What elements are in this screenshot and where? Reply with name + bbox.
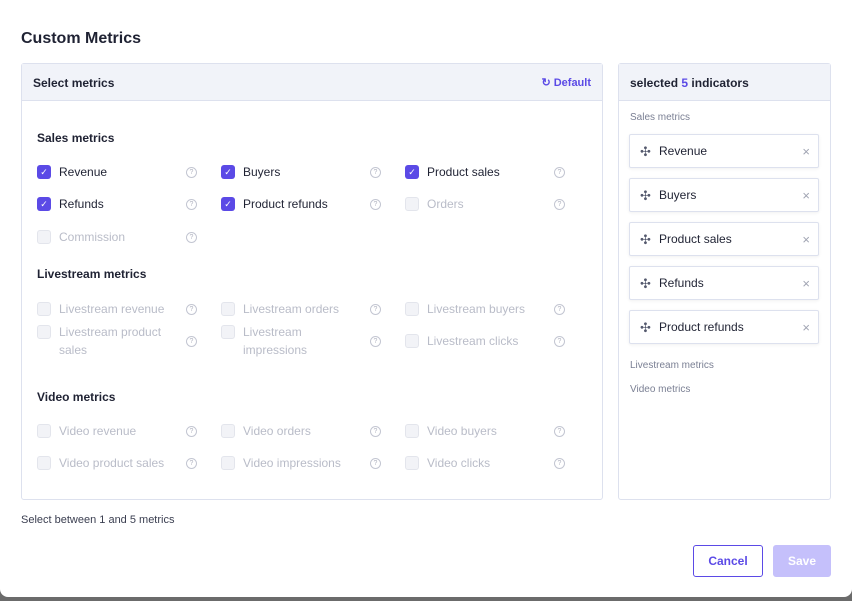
help-icon[interactable]: ?	[186, 232, 197, 243]
group-title: Livestream metrics	[630, 360, 714, 371]
checkbox	[221, 456, 235, 470]
help-icon[interactable]: ?	[370, 426, 381, 437]
checkbox[interactable]: ✓	[37, 197, 51, 211]
help-icon[interactable]: ?	[554, 199, 565, 210]
checkbox	[405, 334, 419, 348]
metric-label: Product refunds	[243, 197, 328, 211]
drag-handle-icon[interactable]: ✣	[640, 144, 651, 159]
help-icon[interactable]: ?	[186, 458, 197, 469]
checkbox[interactable]: ✓	[221, 197, 235, 211]
default-button[interactable]: ↻ Default	[541, 76, 591, 89]
section-title: Video metrics	[37, 390, 116, 404]
refresh-icon: ↻	[541, 77, 551, 89]
checkbox[interactable]: ✓	[405, 165, 419, 179]
selected-count: 5	[681, 76, 689, 90]
selected-metric-chip[interactable]: ✣ Revenue ×	[629, 134, 819, 168]
help-icon[interactable]: ?	[370, 458, 381, 469]
checkbox	[37, 456, 51, 470]
metric-label: Refunds	[59, 197, 104, 211]
metric-label: Livestream buyers	[427, 302, 526, 316]
help-icon[interactable]: ?	[186, 426, 197, 437]
checkbox	[221, 302, 235, 316]
help-icon[interactable]: ?	[554, 167, 565, 178]
metric-label: Video impressions	[243, 456, 341, 470]
select-metrics-header: Select metrics	[22, 64, 602, 101]
dialog-title: Custom Metrics	[21, 30, 142, 47]
chip-label: Product refunds	[659, 320, 744, 334]
chip-label: Buyers	[659, 188, 697, 202]
help-icon[interactable]: ?	[186, 336, 197, 347]
checkbox[interactable]: ✓	[221, 165, 235, 179]
selection-hint: Select between 1 and 5 metrics	[21, 514, 175, 526]
metric-label: Orders	[427, 197, 464, 211]
chip-label: Product sales	[659, 232, 732, 246]
metric-label: Video clicks	[427, 456, 491, 470]
metric-label: Livestream orders	[243, 302, 340, 316]
checkbox	[405, 456, 419, 470]
help-icon[interactable]: ?	[186, 167, 197, 178]
checkbox	[405, 197, 419, 211]
metric-label: Livestream clicks	[427, 334, 519, 348]
checkbox	[405, 302, 419, 316]
remove-icon[interactable]: ×	[802, 188, 810, 203]
default-label: Default	[553, 77, 591, 89]
help-icon[interactable]: ?	[554, 426, 565, 437]
metric-label: Video buyers	[427, 424, 497, 438]
metric-label: Video orders	[243, 424, 311, 438]
help-icon[interactable]: ?	[186, 304, 197, 315]
checkbox	[221, 424, 235, 438]
selected-metric-chip[interactable]: ✣ Buyers ×	[629, 178, 819, 212]
metric-label: Livestream revenue	[59, 302, 165, 316]
metric-label: Product sales	[427, 165, 500, 179]
checkbox	[221, 325, 235, 339]
drag-handle-icon[interactable]: ✣	[640, 188, 651, 203]
save-button[interactable]: Save	[773, 545, 831, 577]
remove-icon[interactable]: ×	[802, 144, 810, 159]
selected-metric-chip[interactable]: ✣ Product sales ×	[629, 222, 819, 256]
metric-label: Livestream product sales	[59, 325, 162, 357]
select-metrics-panel: Select metrics ↻ Default Sales metrics ✓ R…	[21, 63, 603, 500]
group-title: Video metrics	[630, 384, 691, 395]
metric-label: Commission	[59, 230, 126, 244]
header-prefix: selected	[630, 76, 679, 90]
chip-label: Revenue	[659, 144, 708, 158]
chip-label: Refunds	[659, 276, 704, 290]
checkbox	[37, 325, 51, 339]
remove-icon[interactable]: ×	[802, 320, 810, 335]
drag-handle-icon[interactable]: ✣	[640, 320, 651, 335]
metric-label: Buyers	[243, 165, 281, 179]
help-icon[interactable]: ?	[554, 304, 565, 315]
selected-metric-chip[interactable]: ✣ Product refunds ×	[629, 310, 819, 344]
checkbox	[405, 424, 419, 438]
section-title: Livestream metrics	[37, 267, 147, 281]
selected-indicators-panel: selected 5 indicators Sales metrics ✣ Reve…	[618, 63, 831, 500]
help-icon[interactable]: ?	[554, 336, 565, 347]
help-icon[interactable]: ?	[370, 199, 381, 210]
remove-icon[interactable]: ×	[802, 276, 810, 291]
checkbox[interactable]: ✓	[37, 165, 51, 179]
selected-metric-chip[interactable]: ✣ Refunds ×	[629, 266, 819, 300]
section-title: Sales metrics	[37, 131, 115, 145]
drag-handle-icon[interactable]: ✣	[640, 232, 651, 247]
help-icon[interactable]: ?	[186, 199, 197, 210]
metric-label: Revenue	[59, 165, 108, 179]
checkbox	[37, 302, 51, 316]
help-icon[interactable]: ?	[370, 167, 381, 178]
remove-icon[interactable]: ×	[802, 232, 810, 247]
metric-label: Video product sales	[59, 456, 165, 470]
selected-header: selected 5 indicators	[619, 64, 830, 101]
drag-handle-icon[interactable]: ✣	[640, 276, 651, 291]
checkbox	[37, 230, 51, 244]
help-icon[interactable]: ?	[554, 458, 565, 469]
help-icon[interactable]: ?	[370, 304, 381, 315]
header-suffix: indicators	[691, 76, 749, 90]
checkbox	[37, 424, 51, 438]
group-title: Sales metrics	[630, 112, 691, 123]
help-icon[interactable]: ?	[370, 336, 381, 347]
metric-label: Livestream impressions	[243, 325, 308, 357]
cancel-button[interactable]: Cancel	[693, 545, 763, 577]
metric-label: Video revenue	[59, 424, 137, 438]
